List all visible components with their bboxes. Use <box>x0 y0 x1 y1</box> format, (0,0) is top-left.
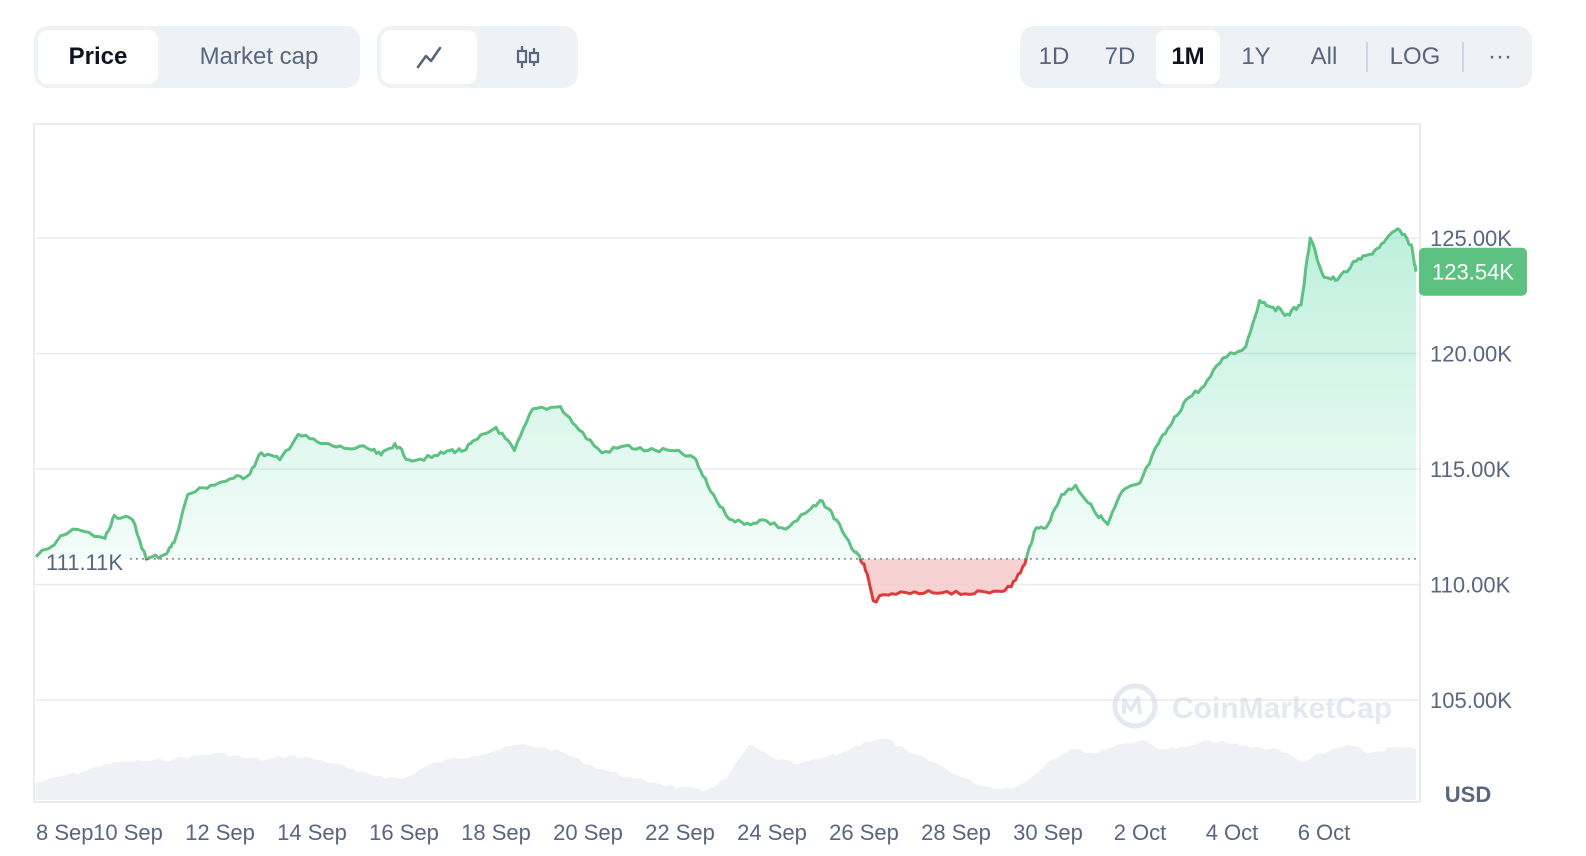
x-tick-label: 10 Sep <box>93 820 163 845</box>
range-all-button[interactable]: All <box>1310 43 1338 70</box>
x-tick-label: 20 Sep <box>553 820 623 845</box>
current-price-label: 123.54K <box>1432 260 1514 285</box>
range-toggle: 1D 7D 1M 1Y All LOG ··· <box>1020 26 1532 88</box>
baseline-label: 111.11K <box>46 550 123 575</box>
range-1y-button[interactable]: 1Y <box>1241 43 1271 70</box>
x-tick-label: 14 Sep <box>277 820 347 845</box>
market-cap-tab[interactable]: Market cap <box>199 43 319 70</box>
coinmarketcap-watermark: CoinMarketCap <box>1112 683 1392 729</box>
x-tick-label: 30 Sep <box>1013 820 1083 845</box>
y-tick-label: 125.00K <box>1430 226 1512 251</box>
volume-area <box>36 738 1416 800</box>
price-area-up <box>36 228 1416 559</box>
metric-toggle: Price Market cap <box>34 26 360 88</box>
watermark-text: CoinMarketCap <box>1172 692 1392 725</box>
x-tick-label: 26 Sep <box>829 820 899 845</box>
x-tick-label: 2 Oct <box>1114 820 1167 845</box>
current-price-badge <box>1419 247 1527 296</box>
x-tick-label: 18 Sep <box>461 820 531 845</box>
price-line-up <box>34 227 1418 559</box>
range-1m-button[interactable]: 1M <box>1156 30 1220 84</box>
range-divider <box>1366 42 1368 72</box>
x-tick-label: 28 Sep <box>921 820 991 845</box>
line-chart-button[interactable] <box>381 30 477 84</box>
y-tick-label: 105.00K <box>1430 688 1512 713</box>
more-divider <box>1462 42 1464 72</box>
x-tick-label: 4 Oct <box>1206 820 1259 845</box>
range-7d-button[interactable]: 7D <box>1104 43 1136 70</box>
x-tick-label: 6 Oct <box>1298 820 1351 845</box>
more-options-button[interactable]: ··· <box>1488 43 1512 70</box>
y-tick-label: 115.00K <box>1430 457 1511 482</box>
chart-type-toggle <box>377 26 578 88</box>
price-area-down <box>146 558 1027 602</box>
line-chart-icon <box>416 46 442 69</box>
x-tick-label: 24 Sep <box>737 820 807 845</box>
range-1d-button[interactable]: 1D <box>1038 43 1070 70</box>
plot-frame <box>33 123 1421 803</box>
x-tick-label: 8 Sep <box>36 820 94 845</box>
y-tick-label: 110.00K <box>1430 573 1511 598</box>
y-tick-label: 120.00K <box>1430 342 1512 367</box>
x-tick-label: 16 Sep <box>369 820 439 845</box>
log-scale-button[interactable]: LOG <box>1389 43 1441 70</box>
currency-label: USD <box>1445 782 1491 807</box>
x-tick-label: 22 Sep <box>645 820 715 845</box>
price-tab[interactable]: Price <box>38 30 158 84</box>
candlestick-icon <box>516 46 539 68</box>
candlestick-button[interactable] <box>481 30 574 84</box>
x-tick-label: 12 Sep <box>185 820 255 845</box>
